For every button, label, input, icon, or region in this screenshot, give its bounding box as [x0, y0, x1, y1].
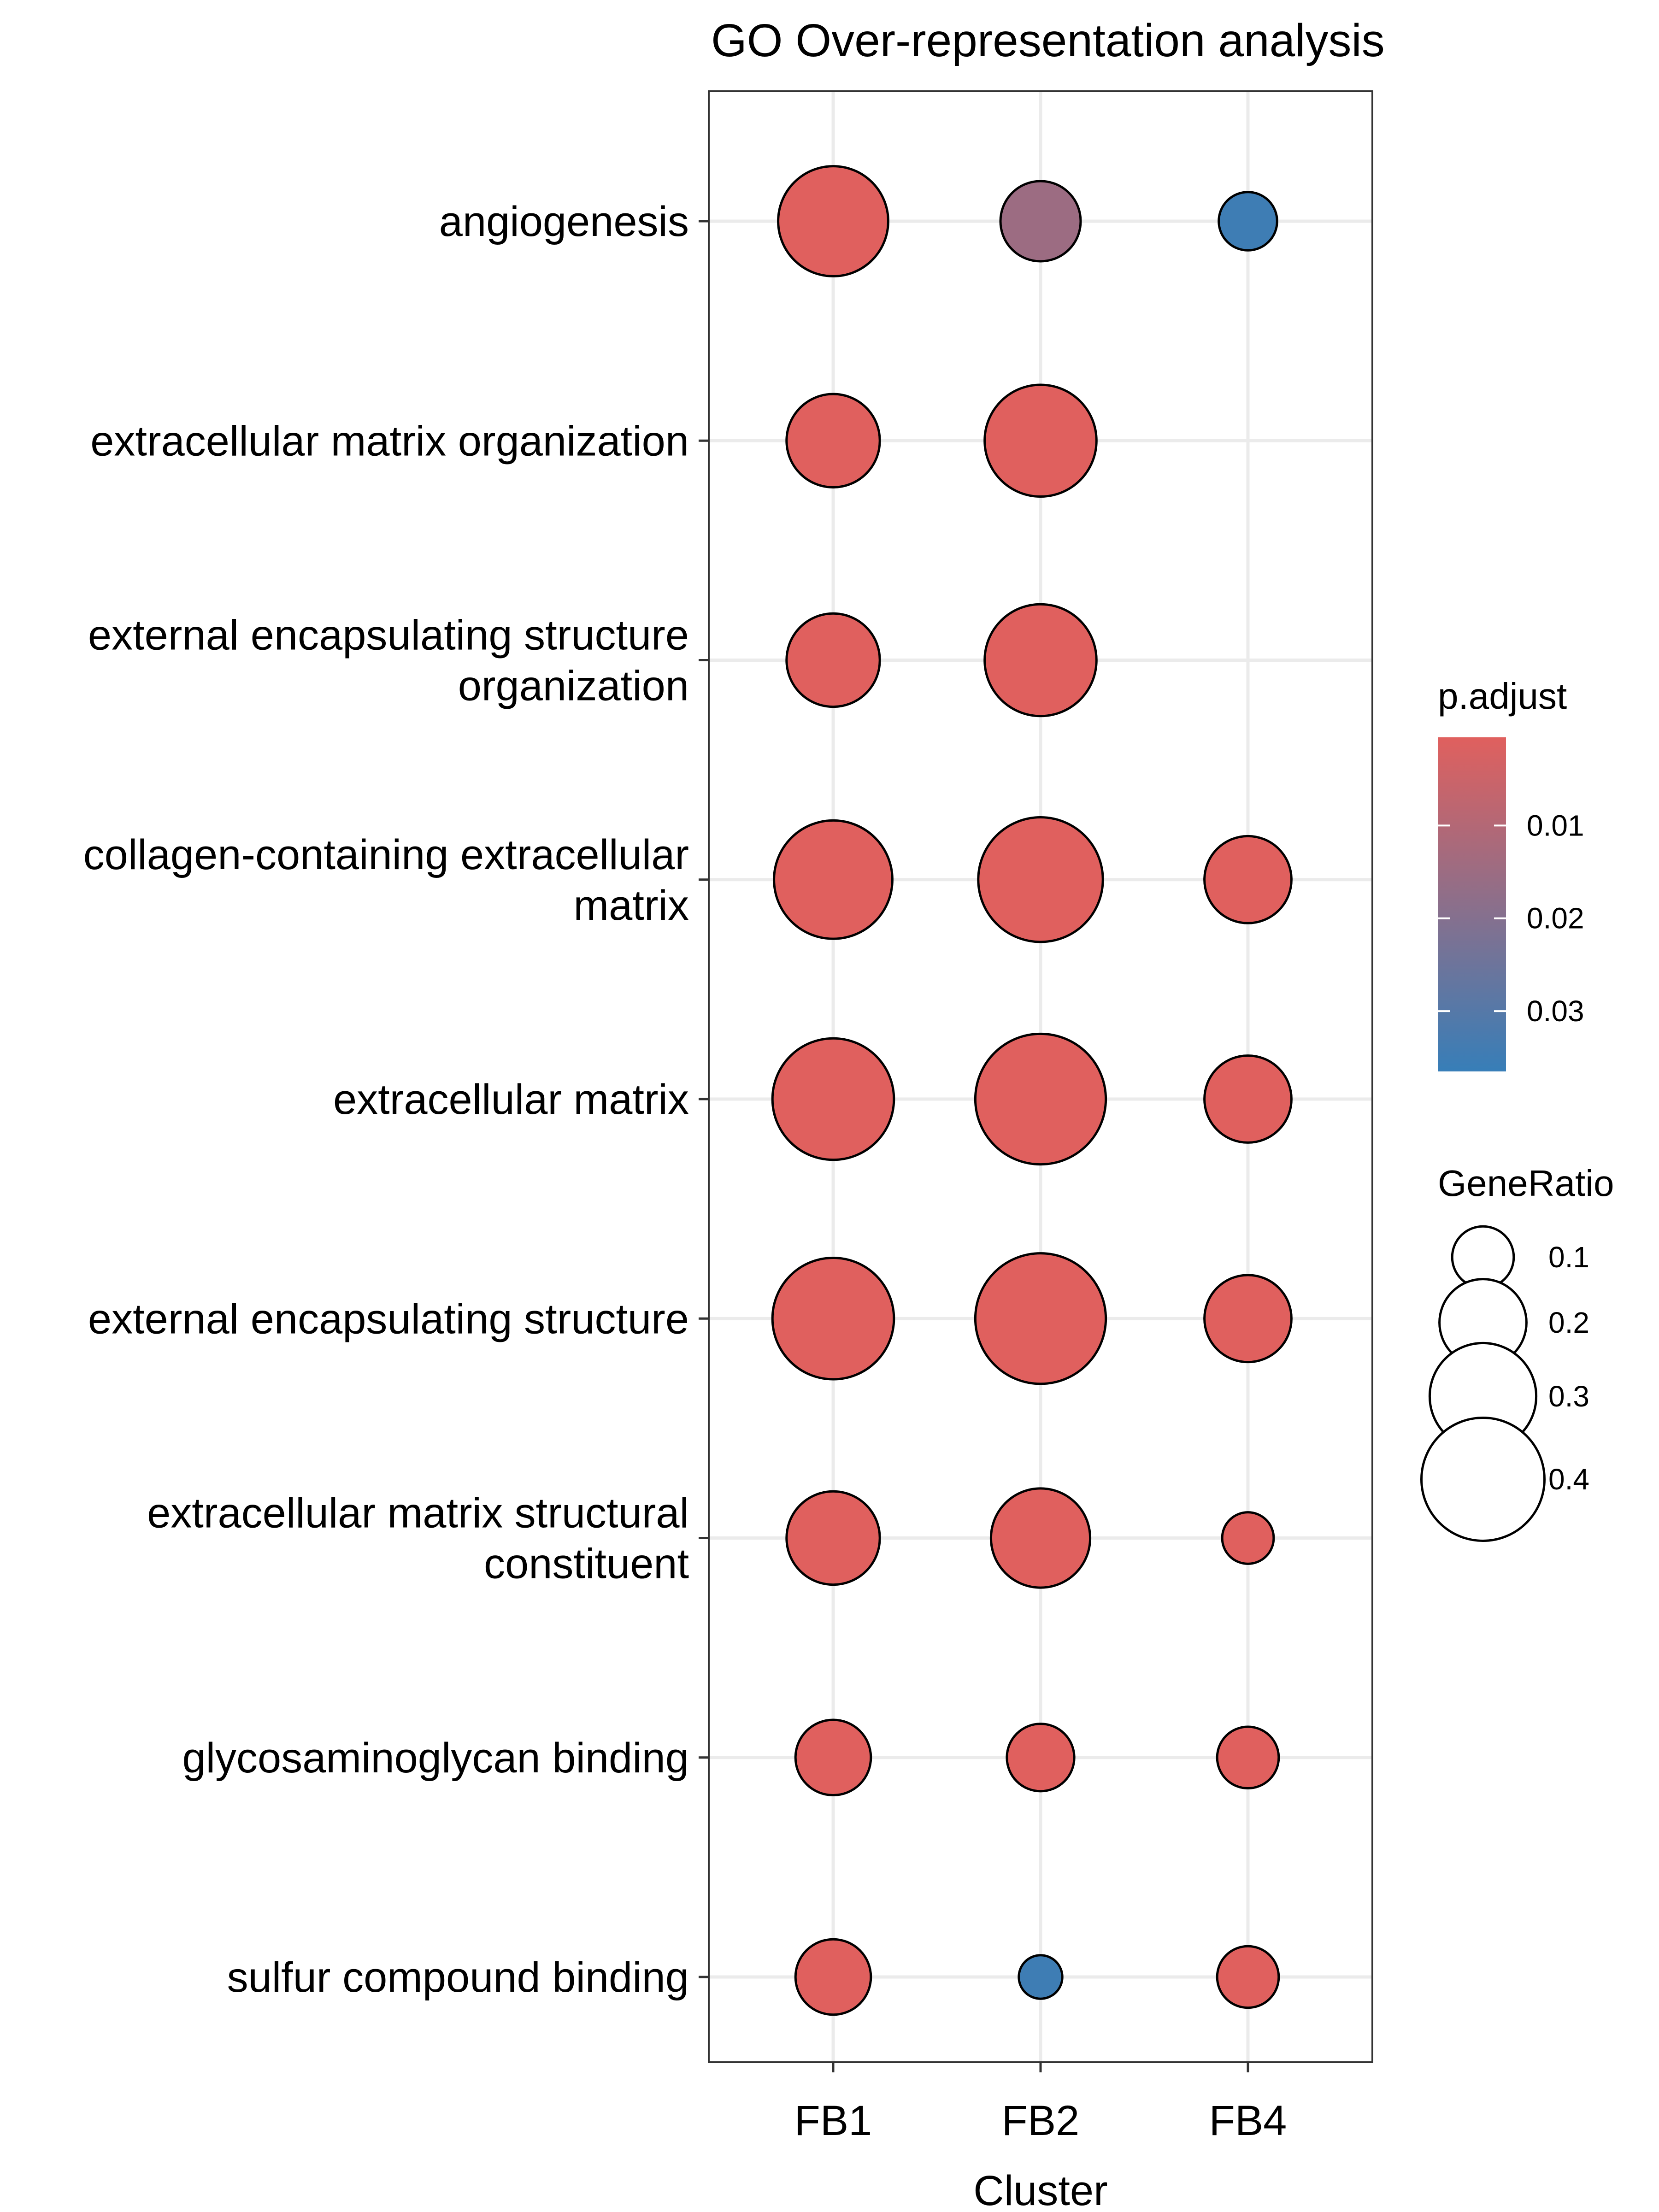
y-tick-label-line: angiogenesis — [439, 198, 689, 245]
y-tick-label: external encapsulating structure organiza… — [88, 612, 689, 710]
data-point — [1203, 835, 1293, 924]
size-legend-label: 0.3 — [1548, 1380, 1589, 1413]
data-point — [983, 383, 1098, 498]
data-point — [777, 165, 889, 277]
y-tick-label-line: constituent — [484, 1541, 689, 1588]
data-point — [983, 603, 1098, 718]
y-tick-label: external encapsulating structure — [88, 1295, 689, 1342]
data-point — [1216, 1945, 1280, 2009]
color-legend-title: p.adjust — [1438, 676, 1567, 717]
y-tick-label: sulfur compound binding — [227, 1954, 689, 2001]
y-tick-label: angiogenesis — [439, 198, 689, 245]
y-tick-label-line: extracellular matrix structural — [147, 1490, 689, 1537]
y-tick-label-line: extracellular matrix — [333, 1076, 689, 1123]
x-axis-label: Cluster — [973, 2167, 1107, 2212]
y-tick-label-line: collagen-containing extracellular — [83, 831, 689, 878]
y-tick-label-line: extracellular matrix organization — [90, 418, 689, 465]
data-point — [785, 393, 881, 488]
data-point — [1218, 191, 1278, 252]
y-tick-label: glycosaminoglycan binding — [182, 1735, 689, 1782]
data-point — [773, 819, 894, 940]
data-point — [1221, 1511, 1275, 1565]
color-legend-label: 0.03 — [1527, 994, 1584, 1028]
data-point — [999, 180, 1082, 263]
data-point — [989, 1487, 1092, 1589]
y-tick-label: extracellular matrix structural constitue… — [147, 1490, 689, 1588]
y-tick-label-line: external encapsulating structure — [88, 1295, 689, 1342]
y-tick-label-line: external encapsulating structure — [88, 612, 689, 659]
y-tick-label-line: organization — [458, 663, 689, 710]
size-legend-label: 0.2 — [1548, 1306, 1589, 1339]
x-tick-label: FB1 — [794, 2097, 872, 2144]
data-point — [974, 1032, 1107, 1166]
y-tick-label: extracellular matrix — [333, 1076, 689, 1123]
data-point — [1006, 1723, 1076, 1793]
data-point — [794, 1938, 872, 2016]
y-tick-label-line: glycosaminoglycan binding — [182, 1735, 689, 1782]
data-point — [974, 1252, 1107, 1385]
x-tick-label: FB4 — [1209, 2097, 1287, 2144]
data-point — [794, 1718, 872, 1797]
chart-title: GO Over-representation analysis — [711, 15, 1385, 66]
y-tick-label-line: sulfur compound binding — [227, 1954, 689, 2001]
data-point — [1018, 1954, 1064, 2000]
data-point — [1203, 1054, 1293, 1144]
data-point — [1216, 1725, 1280, 1790]
color-legend-label: 0.02 — [1527, 902, 1584, 935]
size-legend-title: GeneRatio — [1438, 1163, 1614, 1204]
y-tick-label: extracellular matrix organization — [90, 418, 689, 465]
x-tick-label: FB2 — [1002, 2097, 1080, 2144]
size-legend-circle — [1420, 1417, 1546, 1542]
y-tick-label-line: matrix — [574, 882, 689, 929]
y-tick-label: collagen-containing extracellular matrix — [83, 831, 689, 929]
data-point — [785, 612, 881, 708]
data-point — [1203, 1274, 1293, 1364]
color-legend-bar — [1438, 737, 1506, 1071]
color-legend-label: 0.01 — [1527, 809, 1584, 842]
data-point — [771, 1256, 895, 1381]
data-point — [977, 816, 1104, 943]
size-legend-label: 0.4 — [1548, 1463, 1589, 1496]
size-legend-label: 0.1 — [1548, 1241, 1589, 1274]
data-point — [771, 1037, 895, 1161]
data-point — [785, 1490, 881, 1586]
